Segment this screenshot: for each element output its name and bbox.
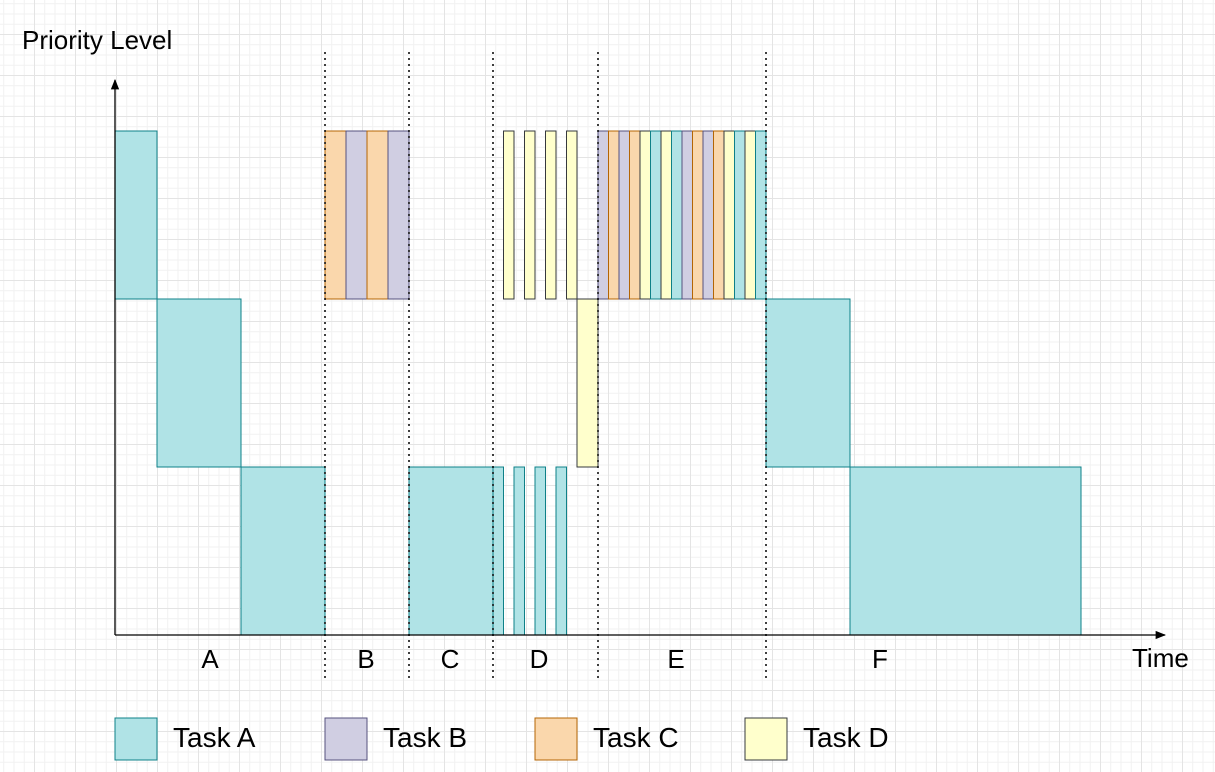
- phase-label-c: C: [441, 644, 460, 674]
- bar-task-d-phase-d-3: [524, 130, 536, 300]
- phase-label-a: A: [201, 644, 219, 674]
- bar-task-d-phase-e-14: [744, 130, 756, 300]
- phase-label-e: E: [667, 644, 684, 674]
- phase-label-d: D: [530, 644, 549, 674]
- bar-task-a-phase-a-2: [240, 466, 326, 636]
- phase-label-f: F: [872, 644, 888, 674]
- legend-swatch-task-a: [114, 717, 158, 761]
- bar-task-b-phase-b-3: [387, 130, 410, 300]
- bar-task-d-phase-d-5: [545, 130, 557, 300]
- bar-task-d-phase-e-6: [660, 130, 672, 300]
- bar-task-a-phase-c-0: [408, 466, 494, 636]
- bar-task-c-phase-e-3: [629, 130, 641, 300]
- bar-task-b-phase-e-8: [681, 130, 693, 300]
- bar-task-c-phase-e-11: [713, 130, 725, 300]
- bar-task-b-phase-e-10: [702, 130, 714, 300]
- bar-task-a-phase-d-2: [513, 466, 525, 636]
- bar-task-b-phase-b-1: [345, 130, 368, 300]
- phase-label-b: B: [357, 644, 374, 674]
- bar-task-b-phase-e-2: [618, 130, 630, 300]
- bar-task-a-phase-e-5: [650, 130, 662, 300]
- bar-task-d-phase-d-1: [503, 130, 515, 300]
- y-axis-label: Priority Level: [22, 25, 172, 55]
- bar-task-a-phase-a-0: [114, 130, 158, 300]
- legend-label-task-c: Task C: [593, 722, 679, 753]
- bar-task-a-phase-e-7: [671, 130, 683, 300]
- bar-task-d-phase-e-4: [639, 130, 651, 300]
- legend-label-task-b: Task B: [383, 722, 467, 753]
- bar-task-c-phase-e-1: [608, 130, 620, 300]
- legend-label-task-d: Task D: [803, 722, 889, 753]
- legend-swatch-task-b: [324, 717, 368, 761]
- bar-task-a-phase-e-15: [755, 130, 767, 300]
- bar-task-c-phase-b-2: [366, 130, 389, 300]
- bar-task-c-phase-b-0: [324, 130, 347, 300]
- bar-task-a-phase-d-0: [492, 466, 504, 636]
- bar-task-a-phase-f-0: [765, 298, 851, 468]
- bar-task-a-phase-e-13: [734, 130, 746, 300]
- bar-task-d-phase-e-12: [723, 130, 735, 300]
- bar-task-a-phase-a-1: [156, 298, 242, 468]
- phase-labels: A B C D E F: [201, 644, 888, 674]
- task-bars: [114, 130, 1082, 636]
- bar-task-b-phase-e-0: [597, 130, 609, 300]
- bar-task-c-phase-e-9: [692, 130, 704, 300]
- bar-task-a-phase-d-4: [534, 466, 546, 636]
- bar-task-a-phase-f-1: [849, 466, 1082, 636]
- legend: Task A Task B Task C Task D: [114, 717, 889, 761]
- legend-label-task-a: Task A: [173, 722, 256, 753]
- bar-task-d-phase-d-8: [576, 298, 599, 468]
- legend-swatch-task-c: [534, 717, 578, 761]
- legend-swatch-task-d: [744, 717, 788, 761]
- x-axis-label: Time: [1132, 643, 1189, 673]
- phase-dividers: [324, 52, 767, 678]
- bar-task-a-phase-d-6: [555, 466, 567, 636]
- bar-task-d-phase-d-7: [566, 130, 578, 300]
